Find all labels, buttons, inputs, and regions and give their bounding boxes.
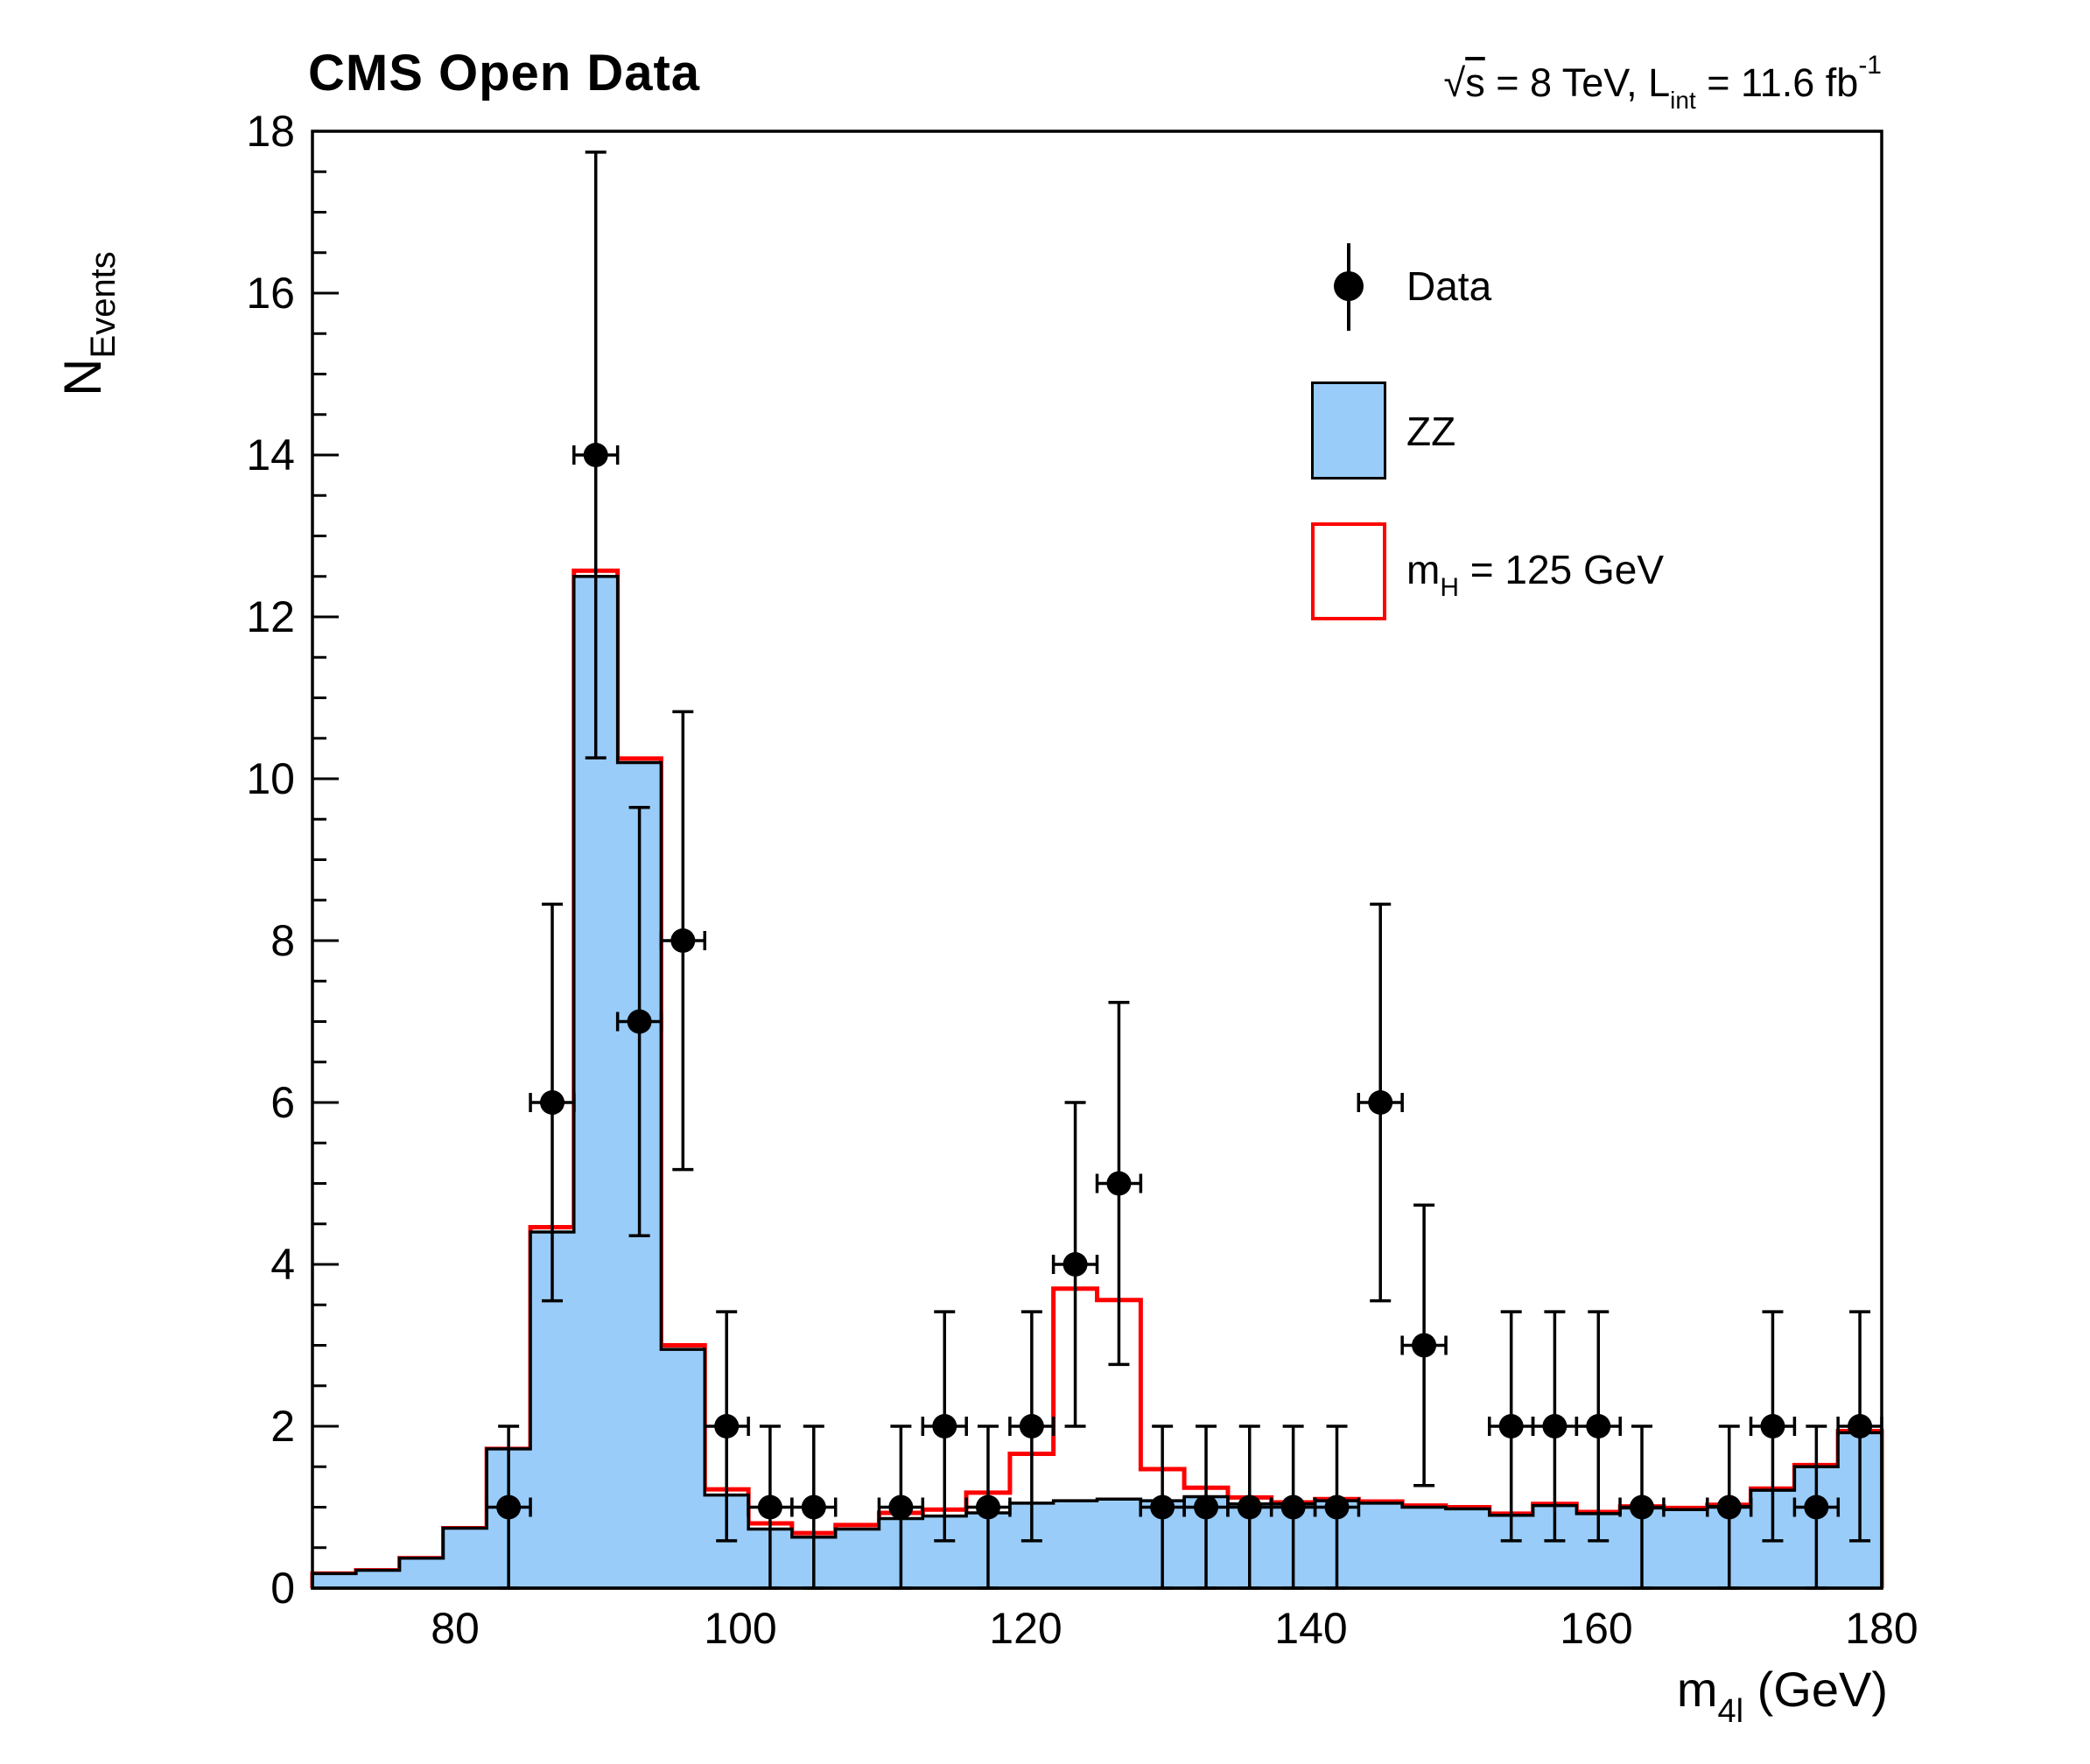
y-tick-label: 0 [270,1564,295,1613]
data-point [659,710,706,1172]
data-point [1749,1310,1797,1543]
data-point [1575,1310,1622,1543]
legend-zz-swatch-icon [1311,382,1386,480]
plot-title: CMS Open Data [308,45,701,102]
data-points [485,150,1883,1590]
data-point [921,1310,968,1543]
y-axis-title-sub: Events [84,251,123,359]
x-tick-label: 100 [704,1604,777,1653]
data-point [1488,1310,1535,1543]
y-tick-label: 16 [246,269,295,318]
data-point [1792,1424,1841,1590]
x-tick-label: 180 [1845,1604,1918,1653]
chart-canvas [310,130,1884,1590]
x-tick-label: 120 [989,1604,1063,1653]
legend: Data ZZ mH = 125 GeV [1304,201,1882,639]
lumi-tail: = 11.6 fb [1695,60,1859,105]
x-axis-title: m4l (GeV) [1188,1661,1888,1731]
x-axis-title-sub: 4l [1717,1693,1744,1730]
sqrt-sign: √ [1443,60,1466,105]
legend-higgs-label-tail: = 125 GeV [1459,547,1664,592]
lumi-annotation: √s = 8 TeV, Lint = 11.6 fb-1 [312,51,1882,115]
y-tick-label: 18 [246,107,295,156]
legend-higgs-label: mH = 125 GeV [1406,546,1664,603]
legend-higgs-label-sub: H [1440,573,1459,602]
x-axis-title-main: m [1676,1662,1718,1717]
data-point [485,1424,532,1590]
plot-frame [310,130,1884,1590]
x-tick-label: 160 [1560,1604,1633,1653]
data-point [1400,1203,1448,1488]
legend-data-marker-icon [1334,271,1364,301]
y-tick-label: 6 [270,1078,295,1127]
zz-histogram [311,575,1883,1590]
legend-data-label: Data [1406,263,1492,309]
x-tick-label: 140 [1274,1604,1348,1653]
y-tick-label: 14 [246,430,295,480]
data-point [703,1310,750,1543]
data-point [1051,1101,1099,1428]
legend-higgs-label-main: m [1406,547,1441,592]
lumi-sup: -1 [1858,51,1882,80]
y-tick-label: 12 [246,592,295,641]
y-tick-label: 8 [270,916,295,965]
data-point [1269,1424,1317,1590]
x-tick-label: 80 [431,1604,480,1653]
legend-zz-label: ZZ [1406,409,1456,454]
data-point [1008,1310,1056,1543]
x-axis-title-tail: (GeV) [1743,1662,1888,1717]
data-point [1357,902,1404,1303]
y-tick-label: 4 [270,1240,295,1289]
data-point [529,902,576,1303]
y-axis-title-main: N [53,358,112,396]
lumi-sub: int [1670,87,1696,114]
legend-higgs-swatch-icon [1311,522,1386,620]
y-tick-label: 10 [246,754,295,803]
data-point [747,1424,794,1590]
y-tick-label: 2 [270,1402,295,1451]
data-point [615,806,663,1237]
sqrt-arg: s [1465,60,1485,105]
lumi-mid: = 8 TeV, L [1484,60,1671,105]
data-point [1095,1000,1143,1367]
data-point [572,150,620,760]
frame-border [311,130,1883,1590]
y-axis-title: NEvents [53,149,158,499]
